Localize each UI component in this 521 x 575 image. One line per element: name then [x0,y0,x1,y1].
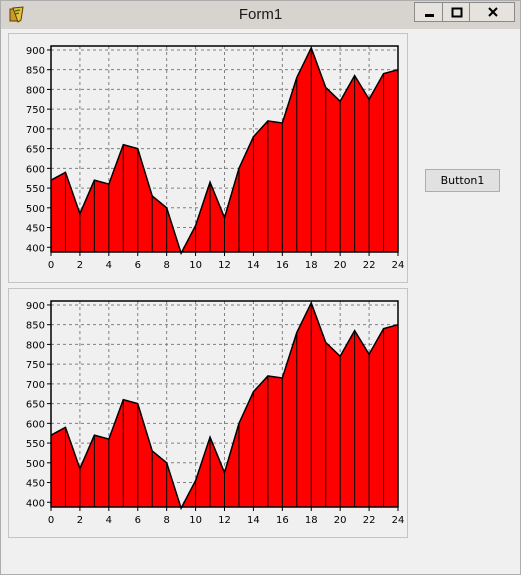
x-tick-label: 10 [189,260,202,271]
x-tick-label: 6 [135,260,141,271]
y-tick-label: 700 [26,125,45,136]
y-tick-label: 450 [26,479,45,490]
y-tick-label: 550 [26,439,45,450]
y-tick-label: 850 [26,321,45,332]
x-tick-label: 22 [363,515,376,526]
y-tick-label: 850 [26,66,45,77]
x-tick-label: 6 [135,515,141,526]
y-tick-label: 400 [26,243,45,254]
x-tick-label: 20 [334,515,347,526]
series-line [50,301,399,511]
x-tick-label: 0 [48,260,54,271]
maximize-icon [451,7,463,18]
x-tick-label: 22 [363,260,376,271]
window-title: Form1 [238,6,283,23]
x-tick-label: 12 [218,515,231,526]
close-icon [488,7,498,17]
minimize-button[interactable] [414,2,443,22]
x-tick-label: 18 [305,260,318,271]
minimize-icon [425,14,434,17]
x-tick-label: 2 [77,260,83,271]
delphi-app-icon [9,6,24,23]
x-tick-label: 14 [247,260,260,271]
y-tick-label: 650 [26,400,45,411]
y-tick-label: 650 [26,145,45,156]
x-tick-label: 16 [276,515,289,526]
y-tick-label: 600 [26,419,45,430]
series-line [50,46,399,256]
x-tick-label: 0 [48,515,54,526]
x-tick-label: 24 [392,515,405,526]
close-button[interactable] [469,2,515,22]
y-tick-label: 450 [26,224,45,235]
y-tick-label: 500 [26,204,45,215]
chart-panel-top: 400 450 500 550 600 650 700 750 800 850 900 0 2 4 6 8 10… [8,33,408,283]
title-bar[interactable]: Form1 [1,1,520,29]
y-tick-label: 900 [26,46,45,57]
x-tick-label: 8 [163,515,169,526]
chart-panel-bottom: 400 450 500 550 600 650 700 750 800 850 900 0 2 4 6 8 10… [8,288,408,538]
y-tick-label: 800 [26,85,45,96]
x-tick-label: 24 [392,260,405,271]
x-tick-label: 2 [77,515,83,526]
x-tick-label: 4 [106,515,112,526]
y-tick-label: 750 [26,360,45,371]
x-tick-label: 12 [218,260,231,271]
y-tick-label: 500 [26,459,45,470]
y-tick-label: 550 [26,184,45,195]
y-tick-label: 700 [26,380,45,391]
y-tick-label: 800 [26,340,45,351]
x-tick-label: 8 [163,260,169,271]
y-tick-label: 900 [26,301,45,312]
x-tick-label: 4 [106,260,112,271]
y-tick-label: 600 [26,164,45,175]
y-tick-label: 750 [26,105,45,116]
x-tick-label: 16 [276,260,289,271]
x-tick-label: 20 [334,260,347,271]
y-tick-label: 400 [26,498,45,509]
x-tick-label: 14 [247,515,260,526]
button1[interactable]: Button1 [425,169,500,192]
x-tick-label: 18 [305,515,318,526]
maximize-button[interactable] [442,2,470,22]
x-tick-label: 10 [189,515,202,526]
